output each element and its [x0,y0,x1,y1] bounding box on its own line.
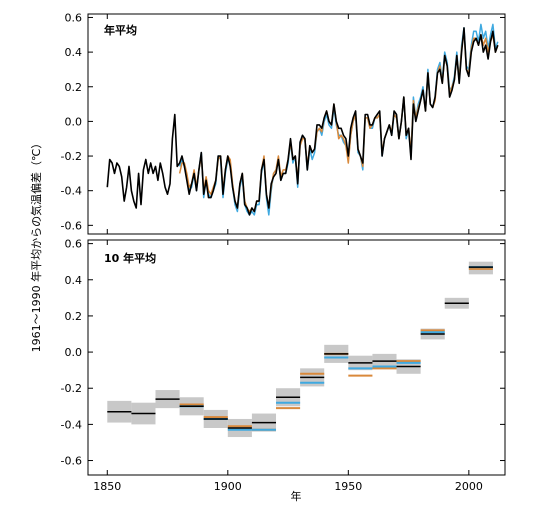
decadal-y-tick-label: -0.2 [61,382,82,395]
decadal-mean-x-axis: 1850 1900 1950 2000 [93,240,483,493]
y-axis-label: 1961～1990 年平均からの気温偏差（℃） [29,138,43,353]
annual-y-tick-label: -0.4 [61,185,82,198]
x-tick-label: 1900 [214,480,242,493]
decadal-y-tick-label: -0.4 [61,418,82,431]
decadal-mean-panel: -0.6 -0.4 -0.2 0.0 0.2 0.4 0.6 1850 1900 1950 200… [61,238,506,493]
decadal-mean-panel-title: 10 年平均 [104,251,156,265]
annual-mean-y-axis: -0.6 -0.4 -0.2 0.0 0.2 0.4 0.6 [61,11,505,232]
annual-series-black-line [106,27,499,216]
decadal-y-tick-label: 0.0 [65,346,83,359]
decadal-mean-marks-group [107,261,493,438]
decadal-y-tick-label: 0.2 [65,310,83,323]
x-tick-label: 1950 [334,480,362,493]
decadal-y-tick-label: 0.4 [65,274,83,287]
x-tick-label: 2000 [455,480,483,493]
annual-y-tick-label: -0.2 [61,150,82,163]
decadal-mean-y-axis: -0.6 -0.4 -0.2 0.0 0.2 0.4 0.6 [61,238,505,468]
x-axis-label: 年 [291,489,302,503]
annual-series-blue-line [178,23,499,216]
annual-mean-panel: -0.6 -0.4 -0.2 0.0 0.2 0.4 0.6 年平均 [61,11,506,235]
decadal-y-tick-label: 0.6 [65,238,83,251]
annual-y-tick-label: 0.0 [65,115,83,128]
annual-y-tick-label: -0.6 [61,219,82,232]
annual-y-tick-label: 0.2 [65,81,83,94]
annual-series-orange-line [178,30,499,213]
decadal-mean-plot-frame [87,239,506,476]
annual-mean-x-ticks [106,14,470,234]
decadal-y-tick-label: -0.6 [61,455,82,468]
annual-mean-series-group [106,23,499,216]
x-tick-label: 1850 [93,480,121,493]
annual-y-tick-label: 0.6 [65,11,83,24]
annual-mean-plot-frame [87,13,506,235]
annual-mean-panel-title: 年平均 [104,23,137,37]
annual-y-tick-label: 0.4 [65,46,83,59]
